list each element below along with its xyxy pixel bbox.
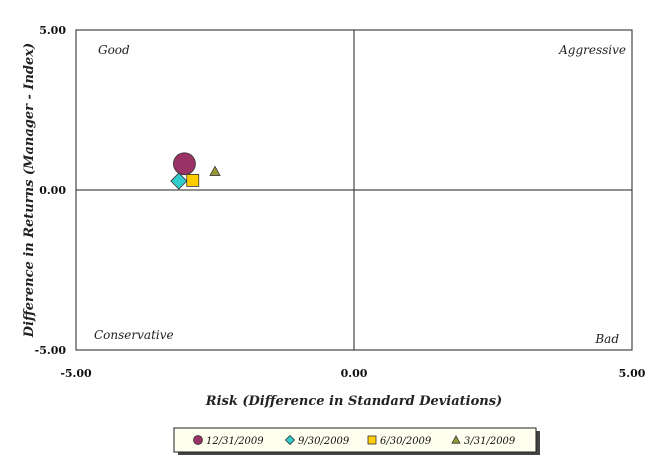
y-tick-label: 0.00 (39, 184, 66, 197)
y-axis-title: Difference in Returns (Manager - Index) (22, 43, 37, 338)
data-point-diamond (170, 172, 188, 190)
data-point-square (186, 173, 200, 187)
data-point-circle (173, 152, 196, 176)
x-tick-label: -5.00 (60, 367, 92, 380)
legend-marker-circle (193, 435, 203, 445)
legend (173, 427, 537, 453)
legend-marker-diamond (284, 434, 296, 446)
quadrant-label-aggressive: Aggressive (558, 43, 626, 57)
data-markers (170, 152, 221, 190)
legend-label: 3/31/2009 (464, 436, 516, 447)
legend-marker-square (367, 435, 377, 445)
legend-label: 12/31/2009 (206, 436, 264, 447)
y-tick-label: 5.00 (39, 24, 66, 37)
legend-marker-triangle (451, 435, 461, 444)
quadrant-label-bad: Bad (594, 332, 619, 346)
x-tick-label: 5.00 (619, 367, 646, 380)
legend-items: 12/31/2009 9/30/2009 6/30/2009 3/31/2009 (193, 434, 516, 447)
x-tick-label: 0.00 (341, 367, 368, 380)
legend-label: 9/30/2009 (298, 436, 350, 447)
quadrant-label-conservative: Conservative (94, 328, 174, 342)
quadrant-label-good: Good (98, 43, 130, 57)
x-axis-title: Risk (Difference in Standard Deviations) (205, 394, 502, 409)
legend-label: 6/30/2009 (380, 436, 432, 447)
y-tick-label: -5.00 (35, 344, 67, 357)
data-point-triangle (209, 165, 221, 176)
